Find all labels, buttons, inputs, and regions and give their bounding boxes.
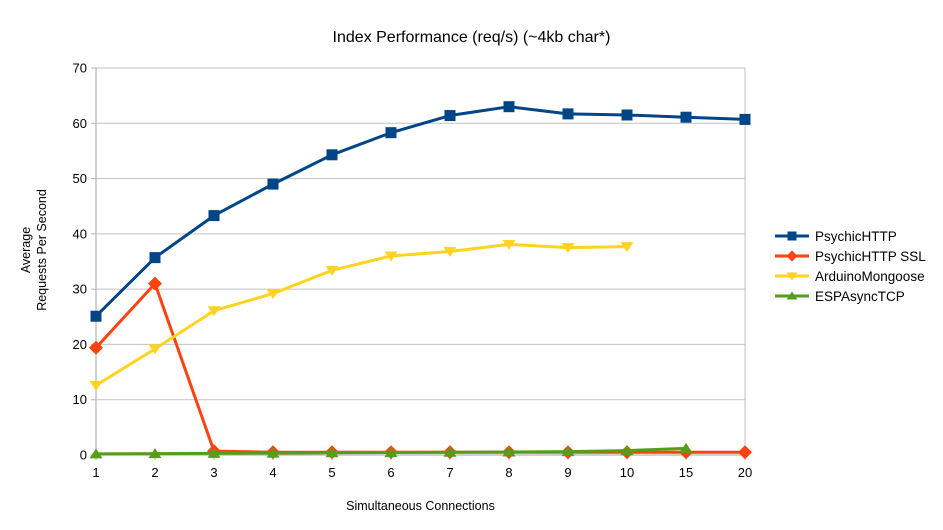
marker-triangle-down (325, 265, 339, 276)
legend-item-psychichttp-ssl: PsychicHTTP SSL (775, 246, 926, 266)
marker-triangle-up (384, 447, 398, 458)
legend-swatch-square-icon (775, 231, 809, 241)
marker-square (149, 252, 161, 264)
y-tick-label: 30 (73, 282, 87, 297)
y-tick-label: 0 (80, 448, 87, 463)
marker-square (208, 210, 220, 222)
legend-label: PsychicHTTP (815, 228, 897, 244)
marker-square (326, 149, 338, 161)
marker-triangle-up (266, 447, 280, 458)
marker-triangle-up (502, 446, 516, 457)
marker-triangle-up (620, 445, 634, 456)
legend: PsychicHTTP PsychicHTTP SSL ArduinoMongoos… (775, 226, 926, 306)
legend-item-espasynctcp: ESPAsyncTCP (775, 286, 926, 306)
x-tick-label: 10 (620, 465, 634, 480)
x-tick-label: 1 (92, 465, 99, 480)
x-tick-label: 4 (269, 465, 276, 480)
marker-triangle-up (561, 446, 575, 457)
y-axis-title-line1: Average (19, 226, 33, 274)
x-tick-label: 20 (738, 465, 752, 480)
legend-item-psychichttp: PsychicHTTP (775, 226, 926, 246)
legend-swatch-triangle-up-icon (775, 291, 809, 300)
x-axis-title: Simultaneous Connections (346, 499, 495, 513)
marker-square (267, 178, 279, 190)
x-tick-label: 7 (446, 465, 453, 480)
marker-triangle-up (89, 448, 103, 459)
marker-square (503, 101, 515, 113)
marker-triangle-down (620, 242, 634, 253)
chart-title: Index Performance (req/s) (~4kb char*) (332, 29, 611, 46)
marker-square (680, 111, 692, 123)
y-tick-label: 60 (73, 116, 87, 131)
marker-triangle-down (443, 247, 457, 258)
series-line-psychichttp (94, 105, 747, 318)
marker-triangle-down (384, 251, 398, 262)
legend-label: ESPAsyncTCP (815, 288, 905, 304)
marker-triangle-down (89, 380, 103, 391)
marker-triangle-down (502, 239, 516, 250)
x-tick-label: 6 (387, 465, 394, 480)
y-tick-label: 10 (73, 392, 87, 407)
x-tick-label: 3 (210, 465, 217, 480)
legend-label: ArduinoMongoose (815, 268, 925, 284)
marker-triangle-down (207, 306, 221, 317)
marker-diamond (738, 445, 752, 460)
series-line-arduinomongoose (94, 242, 629, 387)
marker-diamond (89, 340, 103, 355)
legend-label: PsychicHTTP SSL (815, 248, 926, 264)
y-tick-label: 20 (73, 337, 87, 352)
marker-square (444, 110, 456, 122)
series-line-psychichttp-ssl (94, 282, 747, 454)
marker-triangle-down (148, 344, 162, 355)
marker-square (90, 310, 102, 322)
marker-triangle-down (561, 243, 575, 254)
legend-swatch-triangle-down-icon (775, 272, 809, 281)
x-tick-label: 15 (679, 465, 693, 480)
x-tick-label: 8 (505, 465, 512, 480)
marker-square (385, 127, 397, 139)
x-tick-label: 5 (328, 465, 335, 480)
marker-square (562, 108, 574, 120)
marker-triangle-up (207, 447, 221, 458)
marker-triangle-down (266, 289, 280, 300)
y-axis-title-line2: Requests Per Second (35, 189, 49, 311)
marker-triangle-up (325, 447, 339, 458)
legend-item-arduinomongoose: ArduinoMongoose (775, 266, 926, 286)
marker-triangle-up (679, 442, 693, 453)
x-tick-label: 2 (151, 465, 158, 480)
x-tick-label: 9 (564, 465, 571, 480)
marker-triangle-up (148, 448, 162, 459)
marker-square (621, 109, 633, 121)
marker-square (739, 113, 751, 125)
marker-diamond (148, 276, 162, 291)
y-tick-label: 40 (73, 226, 87, 241)
legend-swatch-diamond-icon (775, 250, 809, 262)
y-tick-label: 70 (73, 61, 87, 76)
marker-triangle-up (443, 446, 457, 457)
y-tick-label: 50 (73, 171, 87, 186)
